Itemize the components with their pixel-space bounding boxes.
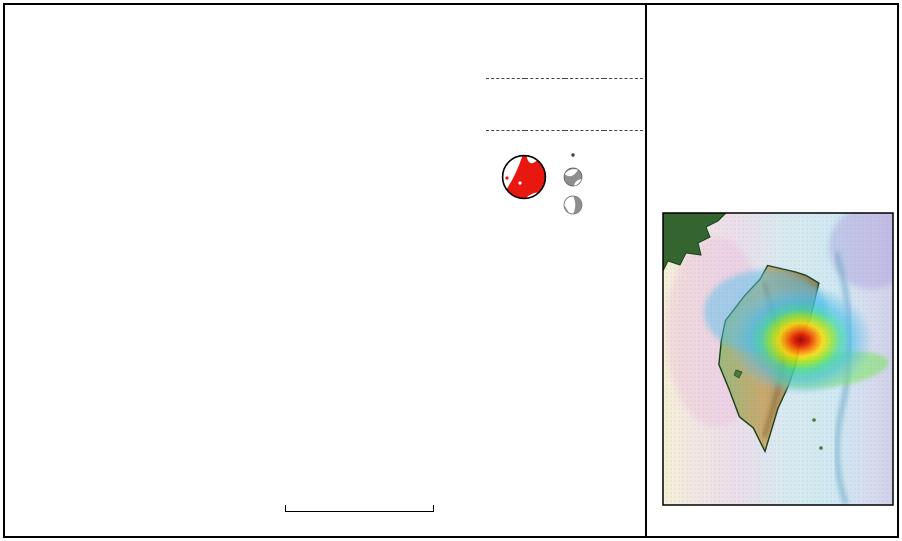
depth-row <box>486 38 643 50</box>
map-border <box>662 212 894 506</box>
dc-icon <box>563 167 583 187</box>
station-map <box>646 212 902 524</box>
iso-decomposition <box>562 144 588 166</box>
col-dip <box>564 78 604 96</box>
taiwan-map <box>662 212 894 506</box>
nodal-plane-table <box>486 78 643 131</box>
dot-texture <box>663 213 893 505</box>
clvd-decomposition <box>562 194 588 216</box>
misfit-legend <box>436 513 442 524</box>
iso-icon <box>571 153 575 157</box>
location-row <box>486 23 643 35</box>
plane2-row <box>486 113 643 131</box>
clvd-icon <box>563 195 583 215</box>
misfit-reduction-chart <box>618 52 902 216</box>
col-strike <box>525 78 565 96</box>
panel-divider <box>645 5 647 536</box>
col-rake <box>603 78 643 96</box>
focal-mechanism-beachball-icon <box>501 154 547 200</box>
dc-decomposition <box>562 166 588 188</box>
table-header-row <box>486 78 643 96</box>
best-fit-solution-panel <box>486 18 643 216</box>
time-scale-bar <box>285 505 434 512</box>
